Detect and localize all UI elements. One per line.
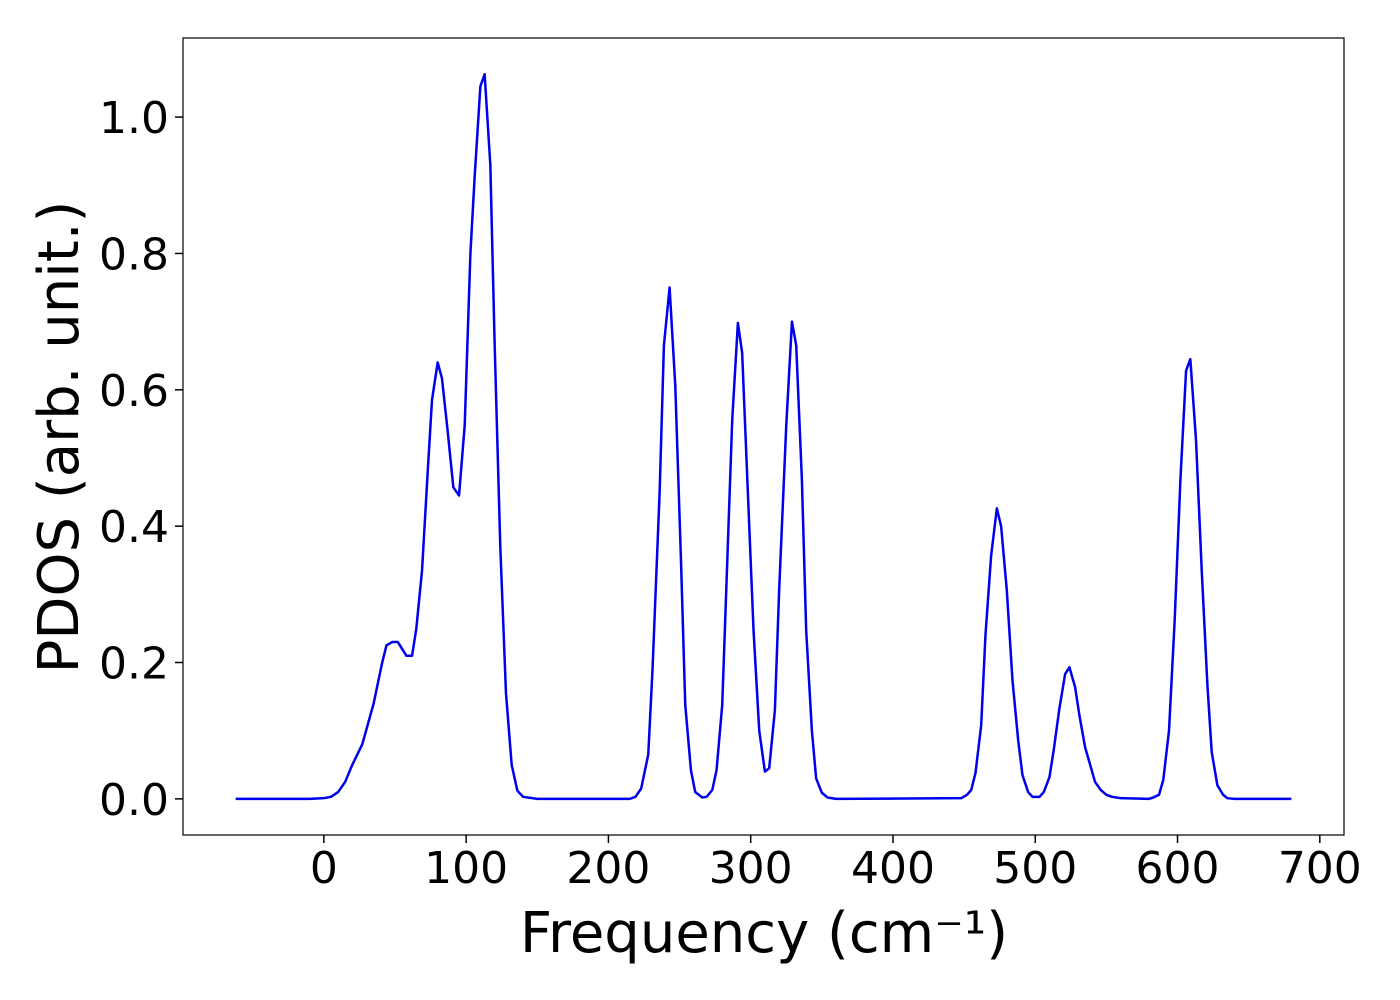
- y-tick-label: 0.8: [99, 229, 169, 280]
- y-tick-label: 1.0: [99, 93, 169, 144]
- x-tick-label: 700: [1278, 843, 1362, 894]
- plot-frame: [182, 37, 1345, 836]
- x-axis-label: Frequency (cm⁻¹): [520, 901, 1008, 966]
- x-tick-label: 300: [709, 843, 793, 894]
- y-tick-label: 0.4: [99, 502, 169, 553]
- x-tick-label: 0: [310, 843, 338, 894]
- y-axis-label: PDOS (arb. unit.): [27, 201, 92, 674]
- x-tick-label: 400: [851, 843, 935, 894]
- x-tick-label: 500: [993, 843, 1077, 894]
- line: [235, 72, 1292, 801]
- y-tick-label: 0.2: [99, 639, 169, 690]
- y-tick-label: 0.0: [99, 775, 169, 826]
- x-tick-label: 200: [566, 843, 650, 894]
- x-tick-label: 100: [424, 843, 508, 894]
- y-tick-label: 0.6: [99, 366, 169, 417]
- x-tick-label: 600: [1136, 843, 1220, 894]
